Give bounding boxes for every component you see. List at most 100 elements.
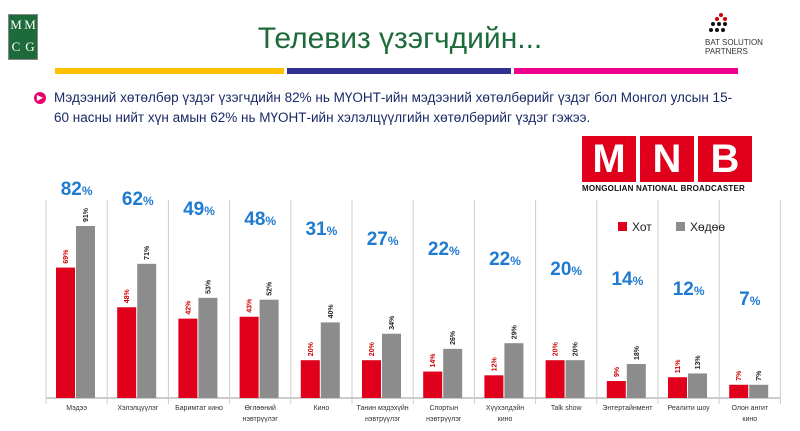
logo-letter: G — [25, 39, 35, 54]
mmcg-logo: M M C G — [8, 14, 38, 60]
total-label: 22% — [489, 249, 521, 270]
bar-Хот — [56, 267, 75, 398]
bar-value-label: 7% — [756, 370, 763, 381]
category-label: Мэдээ — [66, 405, 87, 412]
category-label: Реалити шоу — [668, 405, 711, 412]
bar-Хот — [117, 307, 137, 398]
bar-Хот — [423, 371, 443, 398]
category-label: Энтертайнмент — [602, 404, 653, 412]
total-label: 49% — [183, 199, 215, 220]
total-label: 48% — [244, 209, 276, 230]
bar-Хот — [239, 316, 259, 398]
band-yellow — [55, 68, 284, 74]
bar-value-label: 69% — [63, 249, 70, 264]
total-label: 31% — [305, 219, 337, 240]
bar-value-label: 12% — [491, 357, 498, 372]
bar-value-label: 26% — [450, 330, 457, 345]
bar-Хот — [606, 380, 626, 398]
category-label: кино — [498, 416, 513, 423]
bar-value-label: 42% — [185, 300, 192, 315]
category-label: нэвтрүүлэг — [243, 416, 279, 423]
category-label: Спортын — [430, 405, 459, 412]
bar-value-label: 53% — [205, 279, 212, 294]
bar-value-label: 29% — [511, 324, 518, 339]
bar-value-label: 9% — [614, 366, 621, 377]
category-label: нэвтрүүлэг — [365, 416, 401, 423]
partner-logo: BAT SOLUTION PARTNERS — [705, 12, 775, 56]
bar-value-label: 52% — [267, 281, 274, 296]
bar-Хөдөө — [320, 322, 340, 398]
bar-value-label: 20% — [573, 341, 580, 356]
category-label: кино — [742, 416, 757, 423]
bar-value-label: 18% — [634, 345, 641, 360]
bar-value-label: 20% — [553, 341, 560, 356]
partner-name: BAT SOLUTION PARTNERS — [705, 38, 763, 56]
total-label: 20% — [550, 259, 582, 280]
logo-letter: M — [10, 17, 22, 32]
bar-Хөдөө — [76, 226, 95, 398]
bar-Хөдөө — [504, 343, 524, 398]
bar-Хөдөө — [382, 333, 401, 398]
category-label: нэвтрүүлэг — [426, 416, 462, 423]
mnb-subtitle: MONGOLIAN NATIONAL BROADCASTER — [582, 184, 746, 193]
category-label: Өглөөний — [244, 404, 275, 412]
category-label: Хэлэлцүүлэг — [117, 405, 158, 412]
bar-Хөдөө — [688, 373, 707, 398]
bar-value-label: 40% — [328, 304, 335, 319]
category-label: Баримтат кино — [175, 405, 223, 412]
bar-value-label: 71% — [144, 245, 151, 260]
bar-value-label: 34% — [389, 315, 396, 330]
bar-value-label: 20% — [308, 341, 315, 356]
category-label: Олон ангит — [731, 405, 768, 412]
bar-value-label: 11% — [675, 359, 682, 373]
band-pink — [514, 68, 738, 74]
bar-Хот — [545, 360, 565, 398]
category-label: Танин мэдэхүйн — [357, 404, 409, 412]
dots-logo-icon — [709, 13, 727, 32]
bar-Хот — [729, 384, 749, 398]
description: Мэдээний хөтөлбөр үздэг үзэгчдийн 82% нь… — [54, 90, 733, 125]
total-label: 12% — [673, 279, 705, 300]
total-label: 22% — [428, 239, 460, 260]
bar-Хот — [484, 375, 504, 398]
bar-Хөдөө — [626, 363, 646, 398]
logo-letter: M — [24, 17, 36, 32]
legend-swatch — [676, 222, 685, 231]
bar-Хот — [178, 318, 198, 398]
mnb-letter: B — [698, 136, 752, 182]
bullet-arrow-icon: ▶ — [34, 92, 46, 104]
total-label: 82% — [61, 179, 93, 200]
bar-value-label: 43% — [247, 298, 254, 313]
legend-swatch — [618, 222, 627, 231]
bar-value-label: 13% — [695, 355, 702, 370]
category-label: Кино — [314, 405, 330, 412]
bar-Хөдөө — [443, 348, 463, 398]
legend-label: Хот — [632, 220, 652, 234]
bar-value-label: 48% — [124, 288, 131, 303]
bar-Хот — [668, 377, 687, 398]
bar-value-label: 7% — [736, 370, 743, 381]
bar-Хөдөө — [198, 297, 218, 398]
bar-value-label: 14% — [430, 353, 437, 368]
legend-label: Хөдөө — [690, 220, 725, 234]
mnb-letter: M — [582, 136, 636, 182]
band-blue — [287, 68, 511, 74]
total-label: 14% — [611, 269, 643, 290]
bar-Хөдөө — [565, 360, 585, 398]
page-title: Телевиз үзэгчдийн... — [257, 22, 543, 55]
bar-Хөдөө — [137, 263, 157, 398]
mnb-letter: N — [640, 136, 694, 182]
bar-Хот — [300, 360, 320, 398]
category-label: Хүүхэлдэйн — [486, 404, 524, 412]
category-label: Talk show — [551, 405, 583, 412]
bar-Хот — [362, 360, 381, 398]
bar-Хөдөө — [259, 299, 279, 398]
total-label: 7% — [739, 289, 761, 310]
bar-value-label: 20% — [369, 341, 376, 356]
total-label: 62% — [122, 189, 154, 210]
bar-Хөдөө — [749, 384, 769, 398]
bar-value-label: 91% — [83, 207, 90, 222]
logo-letter: C — [11, 39, 21, 54]
